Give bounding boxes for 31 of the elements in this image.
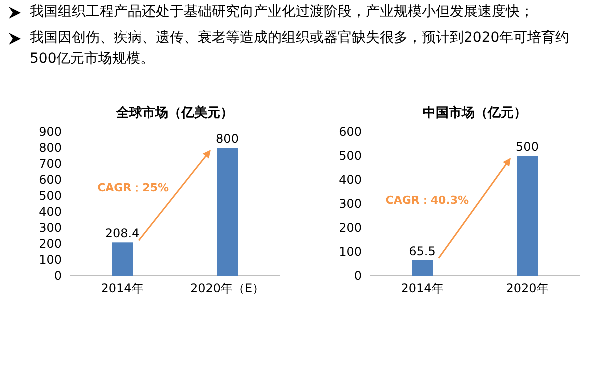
y-tick-label: 100 [339,244,362,259]
data-label: 500 [516,140,539,154]
y-tick-label: 600 [339,124,362,139]
y-tick-label: 200 [339,220,362,235]
y-tick-label: 300 [339,196,362,211]
y-tick-label: 400 [39,204,62,219]
y-tick-label: 500 [339,148,362,163]
y-tick-label: 200 [39,236,62,251]
y-tick-label: 500 [39,188,62,203]
text: 我国因创伤、疾病、遗传、衰老等造成的组织或器官缺失很多，预计到2020年可培育约500亿元市场规模。 [30,29,571,69]
chart-title: 全球市场（亿美元） [116,105,234,121]
y-tick-label: 600 [39,172,62,187]
data-label: 800 [216,132,239,146]
x-tick-label: 2014年 [101,282,144,296]
data-label: 65.5 [409,244,436,258]
annotation: CAGR：40.3% [386,194,469,208]
text: 我国组织工程产品还处于基础研究向产业化过渡阶段，产业规模小但发展速度快； [30,3,535,22]
y-tick-label: 900 [39,124,62,139]
y-tick-label: 800 [39,140,62,155]
annotation: CAGR：25% [98,181,169,194]
y-tick-label: 100 [39,252,62,267]
y-tick-label: 400 [339,172,362,187]
data-label: 208.4 [105,226,140,241]
y-tick-label: 700 [39,156,62,171]
y-tick-label: 300 [39,220,62,235]
x-tick-label: 2014年 [401,282,444,296]
x-tick-label: 2020年 [506,282,549,296]
chart-title: 中国市场（亿元） [423,105,527,121]
y-tick-label: 0 [54,268,62,283]
y-tick-label: 0 [354,268,362,283]
x-tick-label: 2020年（E） [190,282,265,296]
